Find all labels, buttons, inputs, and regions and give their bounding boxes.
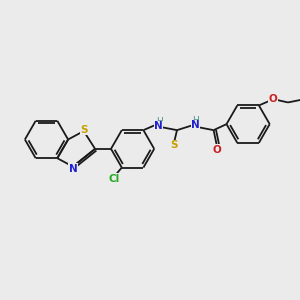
Text: S: S xyxy=(80,124,88,135)
Text: N: N xyxy=(191,120,200,130)
Text: N: N xyxy=(154,121,163,131)
Text: O: O xyxy=(268,94,278,104)
Text: H: H xyxy=(156,117,162,126)
Text: N: N xyxy=(69,164,78,174)
Text: H: H xyxy=(192,116,199,125)
Text: S: S xyxy=(170,140,178,150)
Text: O: O xyxy=(212,145,221,155)
Text: Cl: Cl xyxy=(109,174,120,184)
